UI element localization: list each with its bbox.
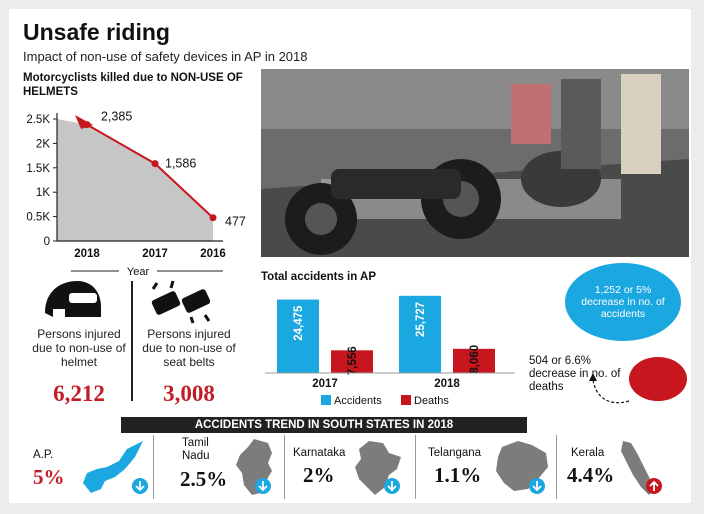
infographic-card: Unsafe riding Impact of non-use of safet… xyxy=(9,9,691,503)
state-pct: 5% xyxy=(33,465,65,489)
state-name: Telangana xyxy=(428,447,482,459)
x-tick-label: 2018 xyxy=(74,248,100,260)
deaths-decrease-marker xyxy=(629,357,687,401)
down-arrow-icon xyxy=(132,478,148,494)
data-point xyxy=(83,121,91,129)
helmet-deaths-chart: 0 0.5K 1K 1.5K 2K 2.5K 2,385 2018 1,586 2017 477 20… xyxy=(26,110,246,278)
seatbelt-icon xyxy=(151,280,211,324)
bar-accidents xyxy=(399,295,441,373)
accident-photo xyxy=(261,69,689,257)
state-pct: 2.5% xyxy=(180,467,228,491)
bar-accidents xyxy=(277,299,319,373)
legend-swatch-deaths xyxy=(401,395,411,405)
helmet-injury-value: 6,212 xyxy=(53,381,105,406)
category-label: 2018 xyxy=(434,378,460,390)
data-label: 1,586 xyxy=(165,157,196,171)
state-pct: 4.4% xyxy=(567,463,615,487)
x-tick-label: 2017 xyxy=(142,248,168,260)
state-card-kerala: Kerala 4.4% xyxy=(557,435,686,499)
seatbelt-injury-value: 3,008 xyxy=(163,381,215,406)
data-label: 477 xyxy=(225,215,246,229)
legend-swatch-accidents xyxy=(321,395,331,405)
stat-divider xyxy=(131,281,133,401)
x-axis-title: Year xyxy=(127,266,150,278)
state-pct: 1.1% xyxy=(434,463,482,487)
helmet-injury-label: Persons injured due to non-use of helmet xyxy=(32,327,126,369)
states-trend-row: A.P. 5% Tamil Nadu 2.5% Karnataka 2% xyxy=(23,435,687,499)
bar-chart-title: Total accidents in AP xyxy=(261,271,377,283)
category-label: 2017 xyxy=(312,378,338,390)
up-arrow-icon xyxy=(646,478,662,494)
accidents-decrease-callout: 1,252 or 5% decrease in no. of accidents xyxy=(565,263,681,341)
bar-deaths xyxy=(453,348,495,373)
data-label: 2,385 xyxy=(101,110,132,124)
y-tick-label: 1K xyxy=(36,187,50,199)
down-arrow-icon xyxy=(529,478,545,494)
helmet-icon xyxy=(45,281,101,317)
seatbelt-injury-label: Persons injured due to non-use of seat b… xyxy=(142,327,236,369)
karnataka-map-icon xyxy=(355,441,401,495)
down-arrow-icon xyxy=(384,478,400,494)
ap-map-icon xyxy=(83,441,143,493)
state-card-ap: A.P. 5% xyxy=(23,435,154,499)
page-subtitle: Impact of non-use of safety devices in A… xyxy=(23,49,308,64)
curved-arrow-icon xyxy=(589,373,630,404)
area-fill xyxy=(57,119,213,241)
bar-value-label: 7,556 xyxy=(347,346,359,375)
y-tick-label: 2.5K xyxy=(26,114,50,126)
deaths-decrease-text: 504 or 6.6% decrease in no. of deaths xyxy=(529,355,621,393)
state-name: Karnataka xyxy=(293,447,346,459)
state-card-karnataka: Karnataka 2% xyxy=(285,435,416,499)
state-name: Kerala xyxy=(571,447,605,459)
helmet-chart-heading: Motorcyclists killed due to NON-USE OF H… xyxy=(23,72,243,98)
bar-value-label: 8,060 xyxy=(469,345,481,374)
legend-label-accidents: Accidents xyxy=(334,395,382,407)
down-arrow-icon xyxy=(255,478,271,494)
y-tick-label: 1.5K xyxy=(26,163,50,175)
kerala-map-icon xyxy=(621,441,655,495)
y-tick-label: 2K xyxy=(36,138,50,150)
state-card-tamil-nadu: Tamil Nadu 2.5% xyxy=(154,435,285,499)
state-name: A.P. xyxy=(33,449,54,461)
state-card-telangana: Telangana 1.1% xyxy=(416,435,557,499)
data-point xyxy=(209,214,217,222)
accidents-bar-chart: 24,475 7,556 2017 25,727 8,060 2018 Accidents D… xyxy=(265,295,515,407)
x-tick-label: 2016 xyxy=(200,248,226,260)
bar-value-label: 24,475 xyxy=(293,305,305,341)
legend-label-deaths: Deaths xyxy=(414,395,449,407)
y-tick-label: 0.5K xyxy=(26,212,50,224)
trend-banner: ACCIDENTS TREND IN SOUTH STATES IN 2018 xyxy=(121,417,527,433)
data-point xyxy=(151,160,159,168)
state-name: Tamil Nadu xyxy=(182,437,210,462)
bar-value-label: 25,727 xyxy=(415,302,427,337)
y-tick-label: 0 xyxy=(44,236,50,248)
accident-scene-image xyxy=(261,69,689,257)
bar-deaths xyxy=(331,350,373,373)
page-title: Unsafe riding xyxy=(23,19,170,45)
accidents-decrease-text: 1,252 or 5% decrease in no. of accidents xyxy=(581,284,665,320)
state-pct: 2% xyxy=(303,463,335,487)
